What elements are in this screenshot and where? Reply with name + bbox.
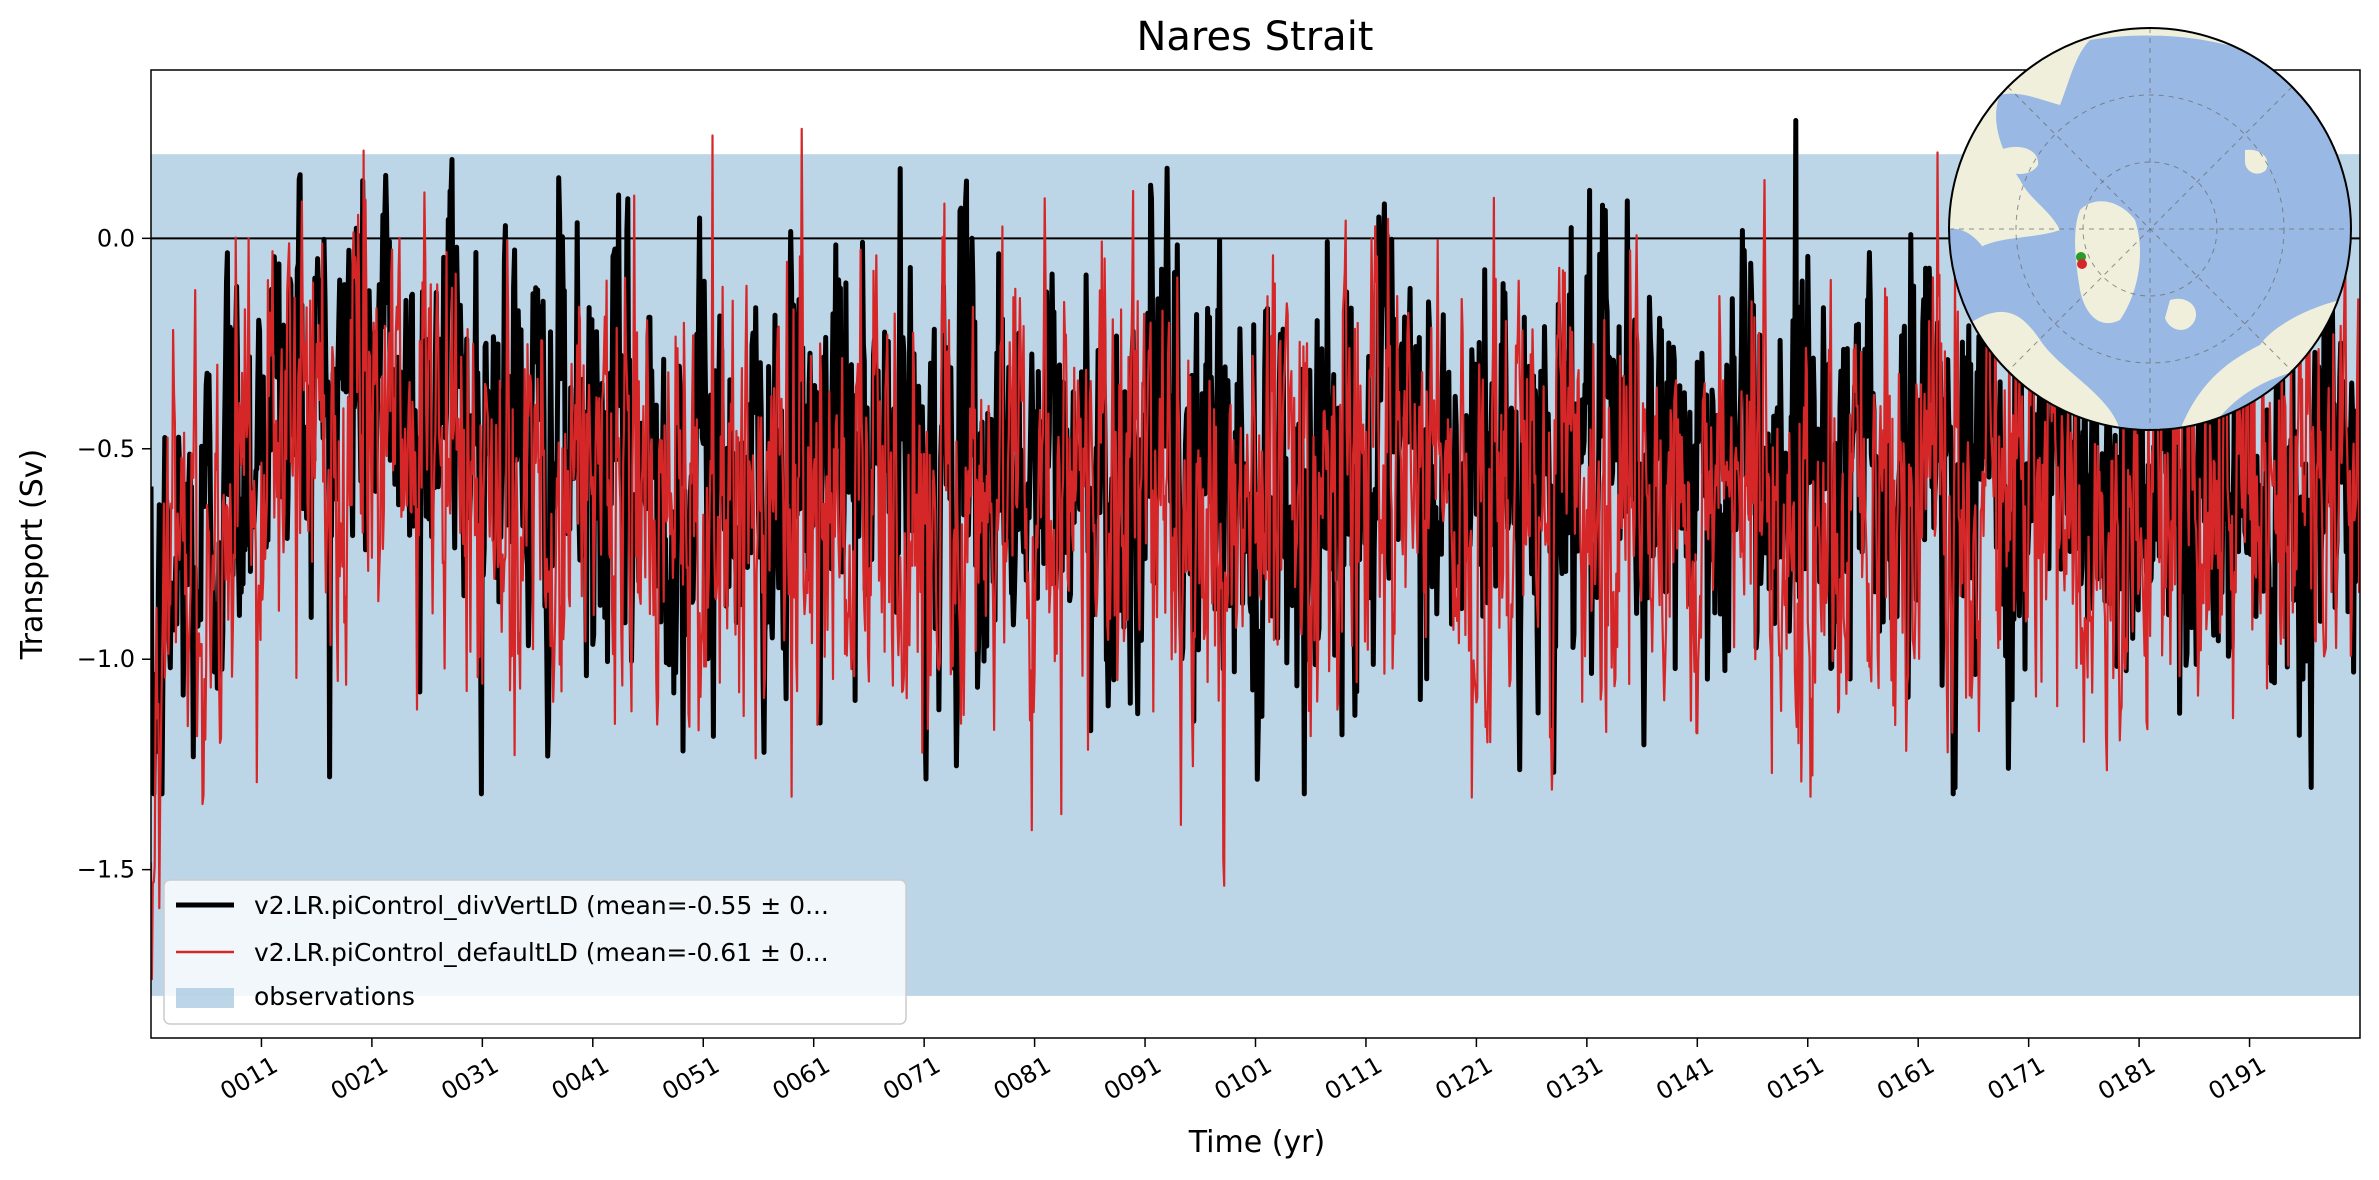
x-tick-label: 0011	[216, 1051, 283, 1106]
map-island-3	[2000, 146, 2039, 175]
x-tick-label: 0101	[1210, 1051, 1277, 1106]
map-graticule	[1949, 28, 2351, 430]
x-tick-label: 0021	[326, 1051, 393, 1106]
x-tick-label: 0191	[2204, 1051, 2271, 1106]
map-island-1	[2165, 298, 2196, 330]
legend-label-observations: observations	[254, 982, 415, 1011]
series-line-defaultLD	[151, 127, 2360, 981]
map-greenland	[2075, 201, 2140, 324]
chart-title: Nares Strait	[1137, 14, 1374, 60]
x-tick-label: 0171	[1983, 1051, 2050, 1106]
y-tick-label: −1.0	[77, 645, 135, 673]
y-axis: 0.0 −0.5 −1.0 −1.5	[77, 224, 151, 884]
y-axis-label: Transport (Sv)	[15, 449, 50, 661]
map-ocean-west	[1949, 228, 1987, 290]
legend-box	[163, 879, 907, 1025]
x-tick-label: 0131	[1541, 1051, 1608, 1106]
x-tick-label: 0031	[436, 1051, 503, 1106]
x-tick-label: 0051	[657, 1051, 724, 1106]
legend-swatch-observations	[176, 988, 234, 1008]
y-tick-label: −0.5	[77, 435, 135, 463]
y-tick-label: 0.0	[97, 224, 135, 252]
x-axis: 0011 0021 0031 0041 0051 0061 0071 0081 0091 0101…	[216, 1038, 2271, 1106]
x-tick-label: 0111	[1320, 1051, 1387, 1106]
map-border	[1948, 27, 2352, 431]
x-tick-label: 0181	[2093, 1051, 2160, 1106]
x-tick-label: 0061	[768, 1051, 835, 1106]
x-tick-label: 0041	[547, 1051, 614, 1106]
x-tick-label: 0141	[1651, 1051, 1718, 1106]
x-tick-label: 0161	[1872, 1051, 1939, 1106]
inset-polar-map	[1948, 27, 2352, 431]
y-tick-label: −1.5	[77, 856, 135, 884]
x-tick-label: 0151	[1762, 1051, 1829, 1106]
x-tick-label: 0121	[1431, 1051, 1498, 1106]
map-transect-marker-red	[2077, 259, 2087, 269]
legend-label-defaultLD: v2.LR.piControl_defaultLD (mean=-0.61 ± …	[254, 938, 829, 967]
legend-label-divVertLD: v2.LR.piControl_divVertLD (mean=-0.55 ± …	[254, 891, 829, 920]
map-ocean	[1955, 35, 2351, 430]
x-tick-label: 0081	[989, 1051, 1056, 1106]
legend: v2.LR.piControl_divVertLD (mean=-0.55 ± …	[163, 879, 907, 1025]
x-tick-label: 0071	[878, 1051, 945, 1106]
x-axis-label: Time (yr)	[1188, 1125, 1325, 1160]
x-tick-label: 0091	[1099, 1051, 1166, 1106]
